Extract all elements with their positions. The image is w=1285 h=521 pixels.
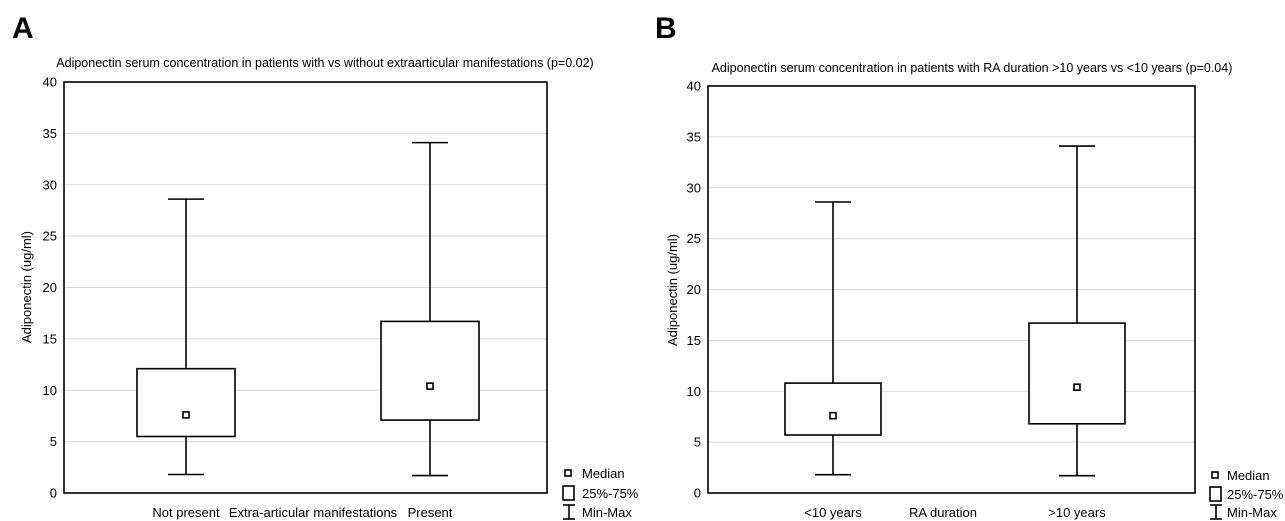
panel-a-y-axis-label: Adiponectin (ug/ml) [19, 231, 34, 343]
plot-frame [707, 85, 1196, 494]
y-tick-label: 30 [43, 177, 57, 192]
box-1-iqr-box [784, 382, 882, 436]
panel-b-letter: B [655, 12, 677, 45]
x-category-label: Not present [152, 505, 220, 520]
y-tick-label: 0 [50, 486, 57, 501]
panel-b-legend: Median 25%-75% Min-Max [1209, 468, 1284, 520]
y-tick-label: 15 [43, 331, 57, 346]
panel-b-plot: 0 5 10 15 20 25 30 35 40 <10 years >10 years [687, 79, 1196, 520]
legend-iqr-label: 25%-75% [582, 486, 639, 501]
legend-iqr-marker [1209, 486, 1222, 502]
y-tick-label: 25 [687, 231, 701, 246]
legend-iqr-marker [562, 485, 575, 501]
legend-range-marker [563, 504, 575, 520]
y-tick-label: 35 [43, 126, 57, 141]
plot-frame [63, 81, 548, 494]
panel-b-y-axis-label: Adiponectin (ug/ml) [665, 234, 680, 346]
y-tick-label: 30 [687, 180, 701, 195]
panel-a-legend: Median 25%-75% Min-Max [562, 466, 639, 520]
y-tick-label: 20 [43, 280, 57, 295]
panel-a-title: Adiponectin serum concentration in patie… [56, 56, 593, 70]
y-tick-label: 10 [43, 383, 57, 398]
y-tick-label: 5 [50, 434, 57, 449]
box-1-median-marker [182, 411, 190, 419]
panel-a-plot: 0 5 10 15 20 25 30 35 40 Not present Present [43, 75, 548, 520]
legend-iqr-label: 25%-75% [1227, 487, 1284, 502]
box-2-iqr-box [380, 320, 480, 421]
panel-b-x-axis-label: RA duration [909, 505, 977, 520]
x-category-label: Present [408, 505, 453, 520]
legend-median-marker [1211, 471, 1219, 479]
y-tick-label: 0 [694, 486, 701, 501]
panel-a-x-axis-label: Extra-articular manifestations [229, 505, 398, 520]
box-1-iqr-box [136, 367, 236, 438]
box-2-median-marker [426, 382, 434, 390]
y-tick-label: 35 [687, 129, 701, 144]
legend-range-marker [1210, 504, 1222, 520]
box-1-median-marker [829, 411, 837, 420]
y-tick-label: 15 [687, 333, 701, 348]
y-tick-label: 25 [43, 229, 57, 244]
y-tick-label: 20 [687, 282, 701, 297]
box-2-iqr-box [1028, 322, 1126, 425]
legend-median-marker [564, 469, 572, 477]
legend-range-label: Min-Max [582, 505, 632, 520]
y-tick-label: 40 [687, 79, 701, 94]
panel-a-letter: A [12, 12, 34, 45]
legend-range-label: Min-Max [1227, 505, 1277, 520]
box-2-median-marker [1073, 383, 1081, 391]
legend-median-label: Median [1227, 468, 1270, 483]
x-category-label: <10 years [804, 505, 862, 520]
panel-b-title: Adiponectin serum concentration in patie… [712, 61, 1233, 75]
x-category-label: >10 years [1048, 505, 1106, 520]
y-tick-label: 5 [694, 435, 701, 450]
legend-median-label: Median [582, 466, 625, 481]
y-tick-label: 40 [43, 75, 57, 90]
y-tick-label: 10 [687, 384, 701, 399]
